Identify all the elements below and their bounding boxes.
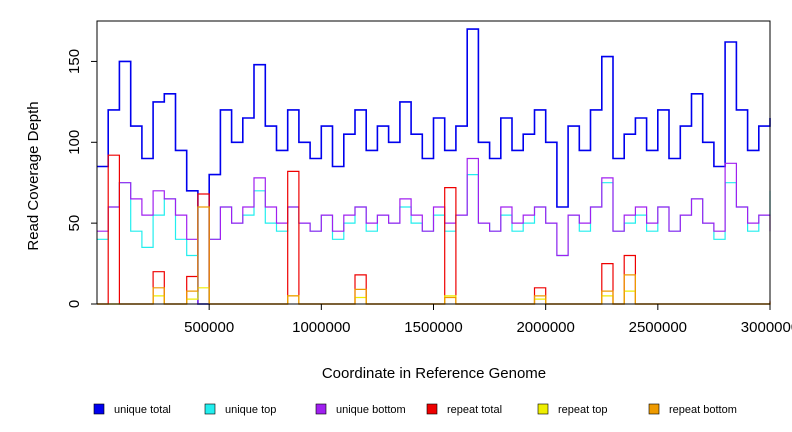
x-tick-label: 2000000 xyxy=(516,319,574,336)
x-axis: 500000 1000000 1500000 2000000 2500000 300000… xyxy=(184,304,792,336)
legend-label: repeat bottom xyxy=(669,404,737,416)
legend-item-repeat-bottom: repeat bottom xyxy=(648,403,737,416)
legend-label: repeat total xyxy=(447,404,502,416)
y-axis: 0 50 100 150 xyxy=(66,49,97,308)
legend-item-unique-total: unique total xyxy=(93,403,171,416)
legend-swatch xyxy=(315,403,327,415)
legend-swatch xyxy=(93,403,105,415)
legend-item-unique-top: unique top xyxy=(204,403,276,416)
legend-label: repeat top xyxy=(558,404,608,416)
legend-item-repeat-top: repeat top xyxy=(537,403,608,416)
x-axis-label: Coordinate in Reference Genome xyxy=(322,365,546,382)
x-tick-label: 2500000 xyxy=(629,319,687,336)
y-axis-label: Read Coverage Depth xyxy=(25,101,42,250)
legend-item-repeat-total: repeat total xyxy=(426,403,502,416)
legend-label: unique top xyxy=(225,404,276,416)
legend-swatch xyxy=(204,403,216,415)
y-tick-label: 0 xyxy=(66,300,83,308)
legend-label: unique bottom xyxy=(336,404,406,416)
legend: unique total unique top unique bottom repea… xyxy=(93,403,737,416)
y-tick-label: 150 xyxy=(66,49,83,74)
legend-swatch xyxy=(648,403,660,415)
y-tick-label: 50 xyxy=(66,215,83,232)
x-tick-label: 1000000 xyxy=(292,319,350,336)
series-layer xyxy=(97,28,771,305)
legend-item-unique-bottom: unique bottom xyxy=(315,403,406,416)
x-tick-label: 500000 xyxy=(184,319,234,336)
y-tick-label: 100 xyxy=(66,130,83,155)
x-tick-label: 1500000 xyxy=(404,319,462,336)
series-line-unique-total xyxy=(97,28,771,305)
legend-label: unique total xyxy=(114,404,171,416)
legend-swatch xyxy=(537,403,549,415)
legend-swatch xyxy=(426,403,438,415)
